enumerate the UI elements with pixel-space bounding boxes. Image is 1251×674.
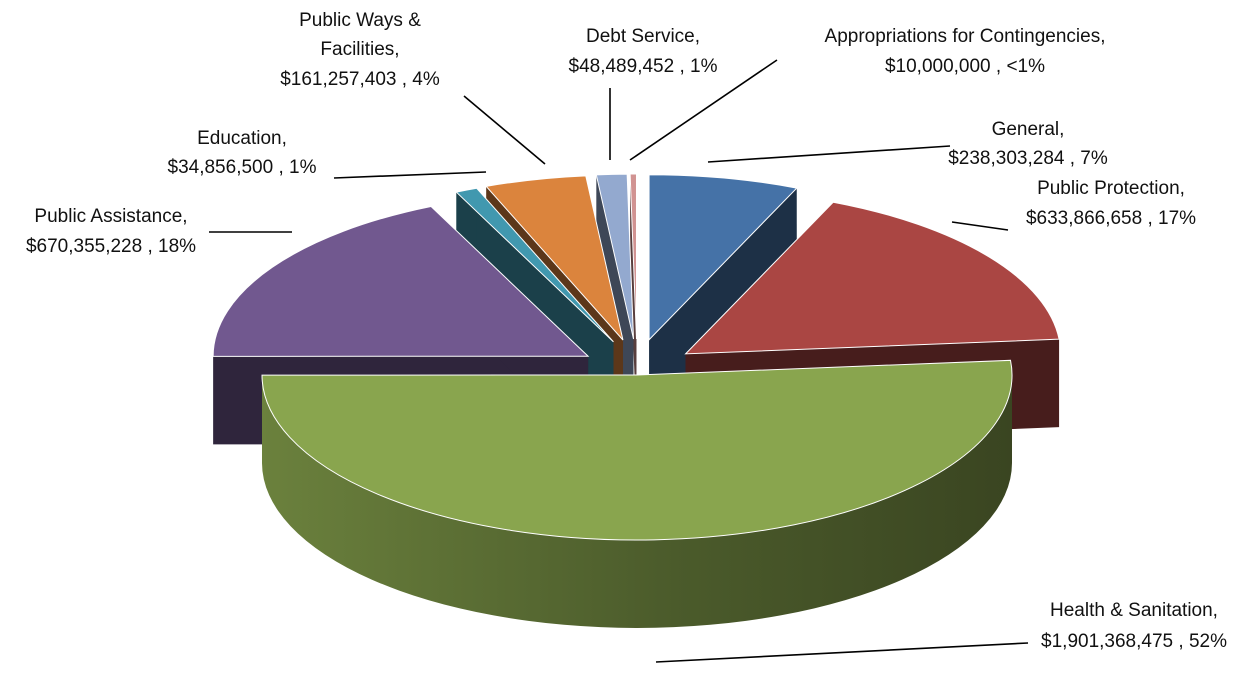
data-label-public-protection-line-2: $633,866,658 , 17% [1026,208,1196,229]
data-label-public-assistance-line-1: Public Assistance, [34,206,187,227]
data-label-general-line-1: General, [992,119,1065,140]
leader-line-health-sanitation [656,643,1028,662]
data-label-public-ways-facilities-line-3: $161,257,403 , 4% [280,69,440,90]
data-label-education-line-1: Education, [197,128,287,149]
data-label-public-assistance-line-2: $670,355,228 , 18% [26,236,196,257]
leader-line-general [708,146,950,162]
data-label-public-protection-line-1: Public Protection, [1037,178,1185,199]
data-label-health-sanitation-line-2: $1,901,368,475 , 52% [1041,631,1227,652]
leader-line-education [334,172,486,178]
leader-line-public-protection [952,222,1008,230]
data-label-appropriations-for-contingencies-line-1: Appropriations for Contingencies, [825,26,1106,47]
data-label-debt-service-line-1: Debt Service, [586,26,700,47]
data-label-public-ways-facilities-line-2: Facilities, [320,39,399,60]
leader-line-public-ways-facilities [464,96,545,164]
data-label-education-line-2: $34,856,500 , 1% [168,157,317,178]
data-label-health-sanitation-line-1: Health & Sanitation, [1050,600,1218,621]
data-label-appropriations-for-contingencies-line-2: $10,000,000 , <1% [885,56,1045,77]
data-label-public-ways-facilities-line-1: Public Ways & [299,10,421,31]
data-label-debt-service-line-2: $48,489,452 , 1% [569,56,718,77]
data-label-general-line-2: $238,303,284 , 7% [948,148,1108,169]
